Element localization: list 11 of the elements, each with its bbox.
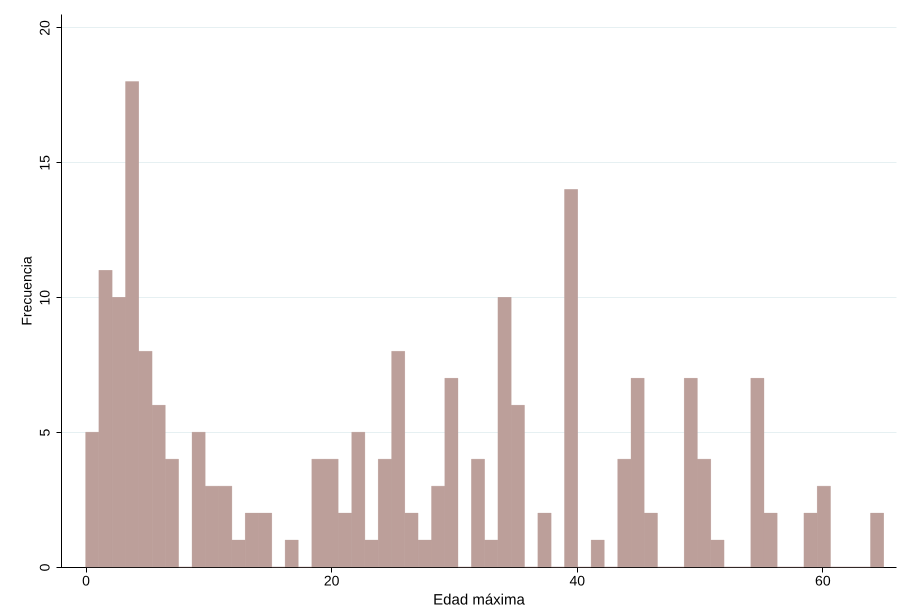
y-tick-label: 15: [36, 154, 52, 171]
y-tick-label: 5: [36, 428, 52, 437]
y-axis-title: Frecuencia: [18, 256, 34, 326]
x-tick-label: 60: [815, 572, 831, 588]
y-tick-label: 20: [36, 20, 52, 36]
y-tick-label: 10: [36, 290, 52, 306]
x-axis-title: Edad máxima: [433, 592, 526, 608]
x-tick-label: 40: [569, 572, 586, 588]
x-tick-label: 0: [82, 572, 90, 588]
y-tick-label: 0: [36, 563, 52, 572]
x-tick-label: 20: [324, 572, 340, 588]
